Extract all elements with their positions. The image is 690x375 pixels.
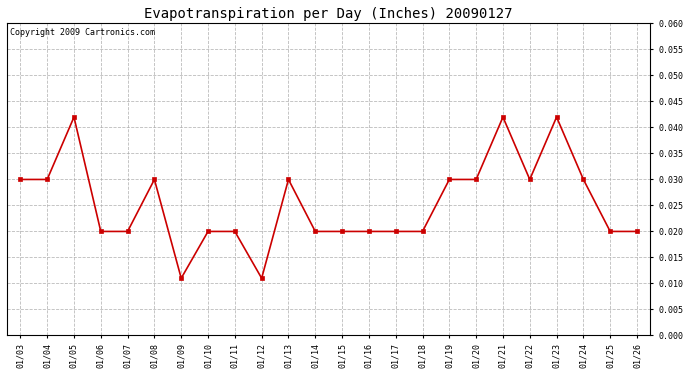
Text: Copyright 2009 Cartronics.com: Copyright 2009 Cartronics.com [10,28,155,37]
Title: Evapotranspiration per Day (Inches) 20090127: Evapotranspiration per Day (Inches) 2009… [144,7,513,21]
